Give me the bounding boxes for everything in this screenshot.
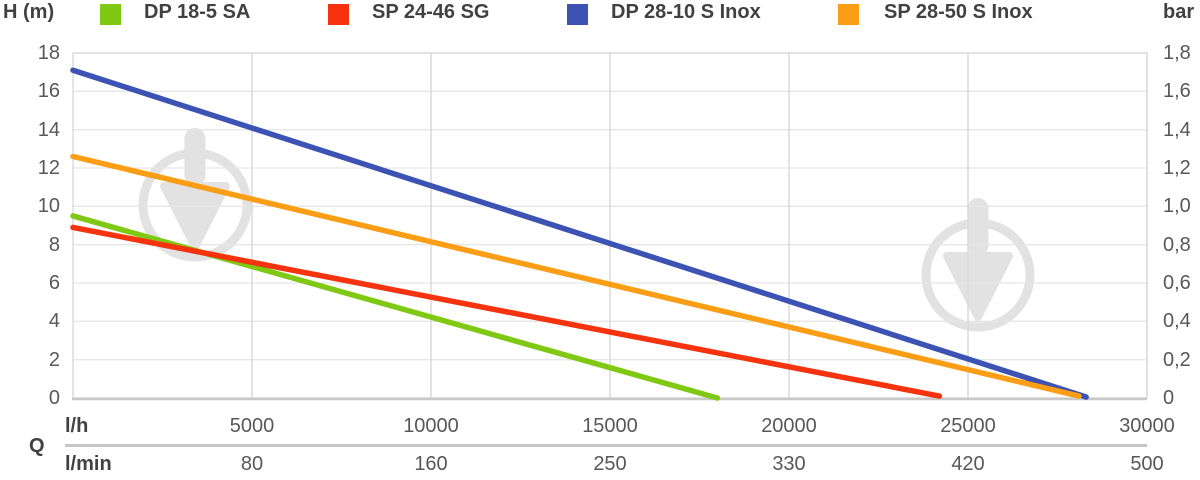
x-axis-unit-lmin: l/min — [65, 453, 112, 475]
y-tick-right: 1,4 — [1163, 118, 1191, 141]
x-axis-unit-lh: l/h — [65, 415, 89, 437]
legend-swatch-icon — [328, 4, 349, 25]
pump-curve — [70, 67, 1089, 400]
x-tick-lmin: 250 — [593, 453, 627, 475]
trowel-watermark-icon — [138, 128, 252, 262]
y-tick-left: 14 — [37, 118, 60, 141]
x-tick-lmin: 500 — [1130, 453, 1164, 475]
legend-label: DP 18-5 SA — [144, 1, 251, 23]
x-tick-lh: 5000 — [229, 415, 275, 437]
legend-label: SP 28-50 S Inox — [884, 1, 1033, 23]
flow-axis-label: Q — [29, 435, 45, 457]
y-tick-left: 6 — [48, 272, 60, 294]
y-tick-left: 16 — [37, 80, 60, 103]
y-tick-right: 0 — [1163, 387, 1175, 409]
y-tick-right: 1,2 — [1163, 157, 1191, 179]
trowel-watermark-icon — [921, 198, 1035, 332]
x-tick-lh: 15000 — [582, 415, 638, 437]
x-tick-lh: 30000 — [1119, 415, 1175, 437]
x-tick-lh: 25000 — [940, 415, 996, 437]
x-tick-lmin: 330 — [772, 453, 806, 475]
y-tick-right: 0,2 — [1163, 348, 1191, 371]
x-tick-lh: 10000 — [403, 415, 459, 437]
legend-swatch-icon — [567, 4, 588, 25]
pump-curve — [70, 153, 1082, 399]
y-tick-left: 0 — [48, 387, 60, 409]
right-axis-title: bar — [1163, 1, 1195, 23]
legend-label: SP 24-46 SG — [372, 1, 490, 23]
y-tick-right: 0,8 — [1163, 233, 1191, 256]
y-tick-left: 18 — [37, 42, 60, 64]
x-tick-lh: 20000 — [761, 415, 817, 437]
pump-curve — [70, 213, 721, 401]
x-tick-lmin: 420 — [951, 453, 985, 475]
y-tick-left: 8 — [48, 233, 60, 256]
y-tick-left: 10 — [37, 195, 60, 218]
y-tick-left: 4 — [48, 310, 60, 333]
y-tick-right: 1,8 — [1163, 42, 1191, 64]
y-tick-right: 1,6 — [1163, 80, 1191, 103]
pump-curve — [70, 224, 943, 399]
legend-label: DP 28-10 S Inox — [611, 1, 761, 23]
y-tick-left: 12 — [37, 157, 60, 179]
y-tick-right: 0,6 — [1163, 272, 1191, 294]
y-tick-left: 2 — [48, 348, 60, 371]
x-axis-separator-line — [65, 444, 1147, 447]
y-tick-right: 1,0 — [1163, 195, 1191, 218]
y-tick-right: 0,4 — [1163, 310, 1191, 333]
left-axis-title: H (m) — [3, 1, 55, 23]
x-tick-lmin: 80 — [240, 453, 264, 475]
legend-swatch-icon — [838, 4, 859, 25]
x-tick-lmin: 160 — [414, 453, 448, 475]
legend-swatch-icon — [100, 4, 121, 25]
